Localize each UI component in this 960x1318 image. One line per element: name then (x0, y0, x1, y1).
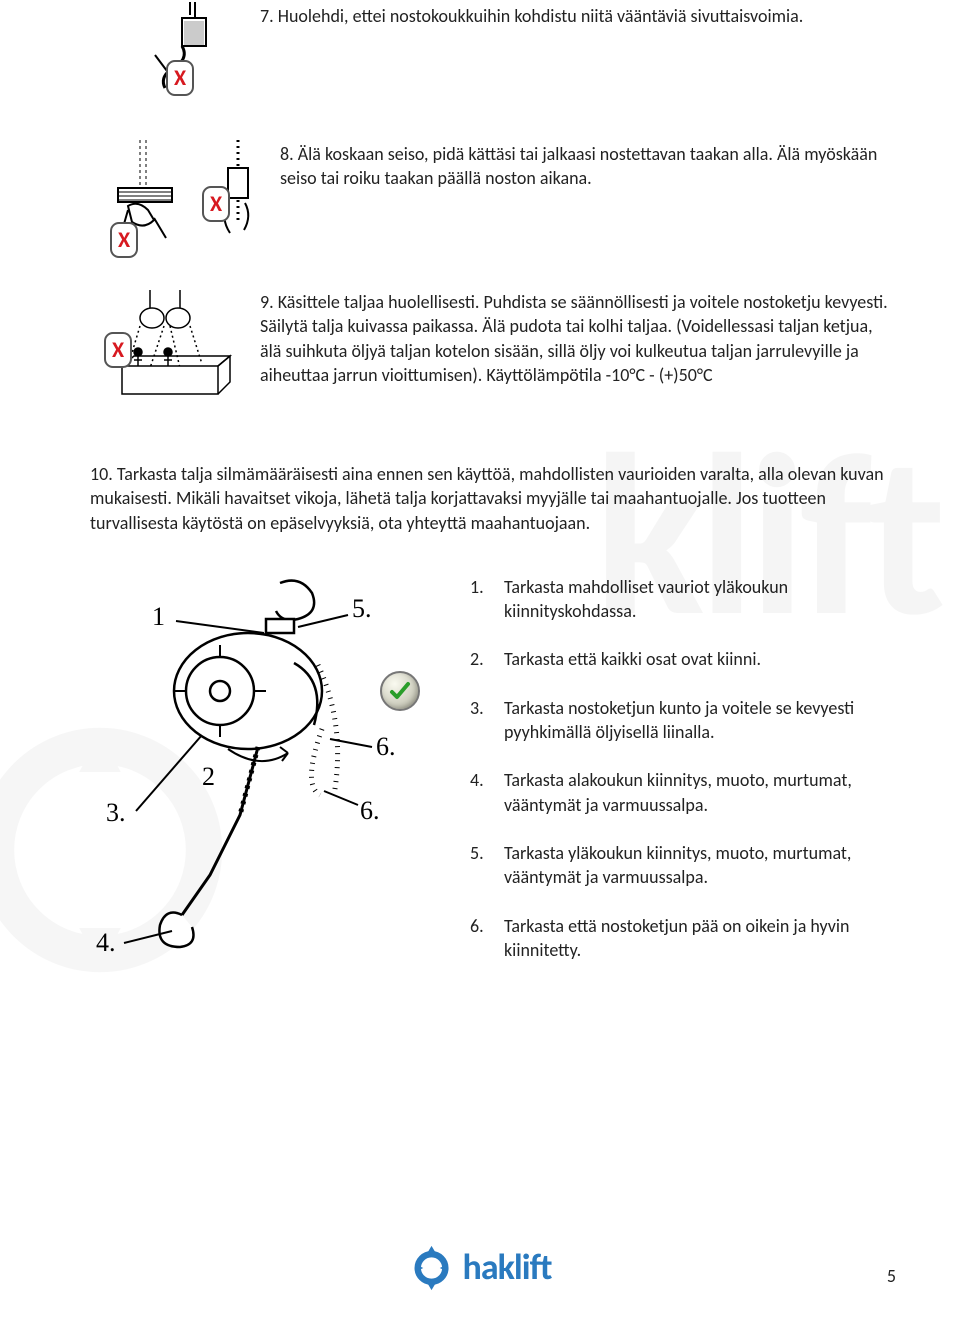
haklift-logo: haklift (409, 1243, 552, 1292)
checklist-num: 3. (470, 696, 504, 745)
x-icon: X (112, 339, 124, 361)
diagram-label-4: 4. (96, 928, 116, 955)
checklist-text: Tarkasta alakoukun kiinnitys, muoto, mur… (504, 768, 890, 817)
checklist-num: 2. (470, 647, 504, 671)
checklist-num: 4. (470, 768, 504, 817)
checklist-item: 6.Tarkasta että nostoketjun pää on oikei… (470, 914, 890, 963)
diagram-label-5: 5. (352, 594, 372, 623)
diagram-label-6a: 6. (376, 732, 396, 761)
x-icon: X (174, 67, 186, 89)
x-icon: X (210, 193, 222, 215)
checklist-text: Tarkasta mahdolliset vauriot yläkoukun k… (504, 575, 890, 624)
checklist-num: 5. (470, 841, 504, 890)
x-badge: X (110, 222, 138, 258)
checklist-text: Tarkasta että kaikki osat ovat kiinni. (504, 647, 890, 671)
checklist-item: 1.Tarkasta mahdolliset vauriot yläkoukun… (470, 575, 890, 624)
checklist-text: Tarkasta yläkoukun kiinnitys, muoto, mur… (504, 841, 890, 890)
instruction-9-text: 9. Käsittele taljaa huolellisesti. Puhdi… (260, 286, 890, 387)
instruction-7: X 7. Huolehdi, ettei nostokoukkuihin koh… (110, 0, 890, 110)
instruction-10-text: 10. Tarkasta talja silmämääräisesti aina… (90, 462, 890, 535)
diagram-label-6b: 6. (360, 796, 380, 825)
checklist-item: 5.Tarkasta yläkoukun kiinnitys, muoto, m… (470, 841, 890, 890)
diagram-label-2: 2 (202, 762, 215, 791)
x-badge: X (166, 60, 194, 96)
check-icon (388, 679, 412, 703)
checklist-item: 4.Tarkasta alakoukun kiinnitys, muoto, m… (470, 768, 890, 817)
checklist-num: 6. (470, 914, 504, 963)
instruction-8: X X 8. Älä koskaan seiso, pidä kättäsi t… (110, 138, 890, 258)
checklist-item: 3.Tarkasta nostoketjun kunto ja voitele … (470, 696, 890, 745)
logo-text: haklift (463, 1243, 552, 1292)
inspection-checklist: 1.Tarkasta mahdolliset vauriot yläkoukun… (470, 575, 890, 962)
illustration-9: X (110, 286, 260, 426)
x-badge: X (104, 332, 132, 368)
checklist-text: Tarkasta nostoketjun kunto ja voitele se… (504, 696, 890, 745)
checklist-text: Tarkasta että nostoketjun pää on oikein … (504, 914, 890, 963)
illustration-8: X X (110, 138, 280, 258)
page-number: 5 (887, 1264, 896, 1288)
instruction-8-text: 8. Älä koskaan seiso, pidä kättäsi tai j… (280, 138, 890, 191)
checklist-item: 2.Tarkasta että kaikki osat ovat kiinni. (470, 647, 890, 671)
x-badge: X (202, 186, 230, 222)
diagram-label-3: 3. (106, 798, 126, 827)
check-badge (380, 671, 420, 711)
x-icon: X (118, 229, 130, 251)
instruction-7-text: 7. Huolehdi, ettei nostokoukkuihin kohdi… (260, 0, 890, 28)
illustration-7: X (110, 0, 260, 110)
checklist-num: 1. (470, 575, 504, 624)
instruction-9: X 9. Käsittele taljaa huolellisesti. Puh… (110, 286, 890, 426)
logo-icon (409, 1245, 455, 1291)
diagram-label-1: 1 (152, 602, 165, 631)
inspection-diagram: 1 2 3. 4. 5. 6. 6. (90, 575, 450, 986)
